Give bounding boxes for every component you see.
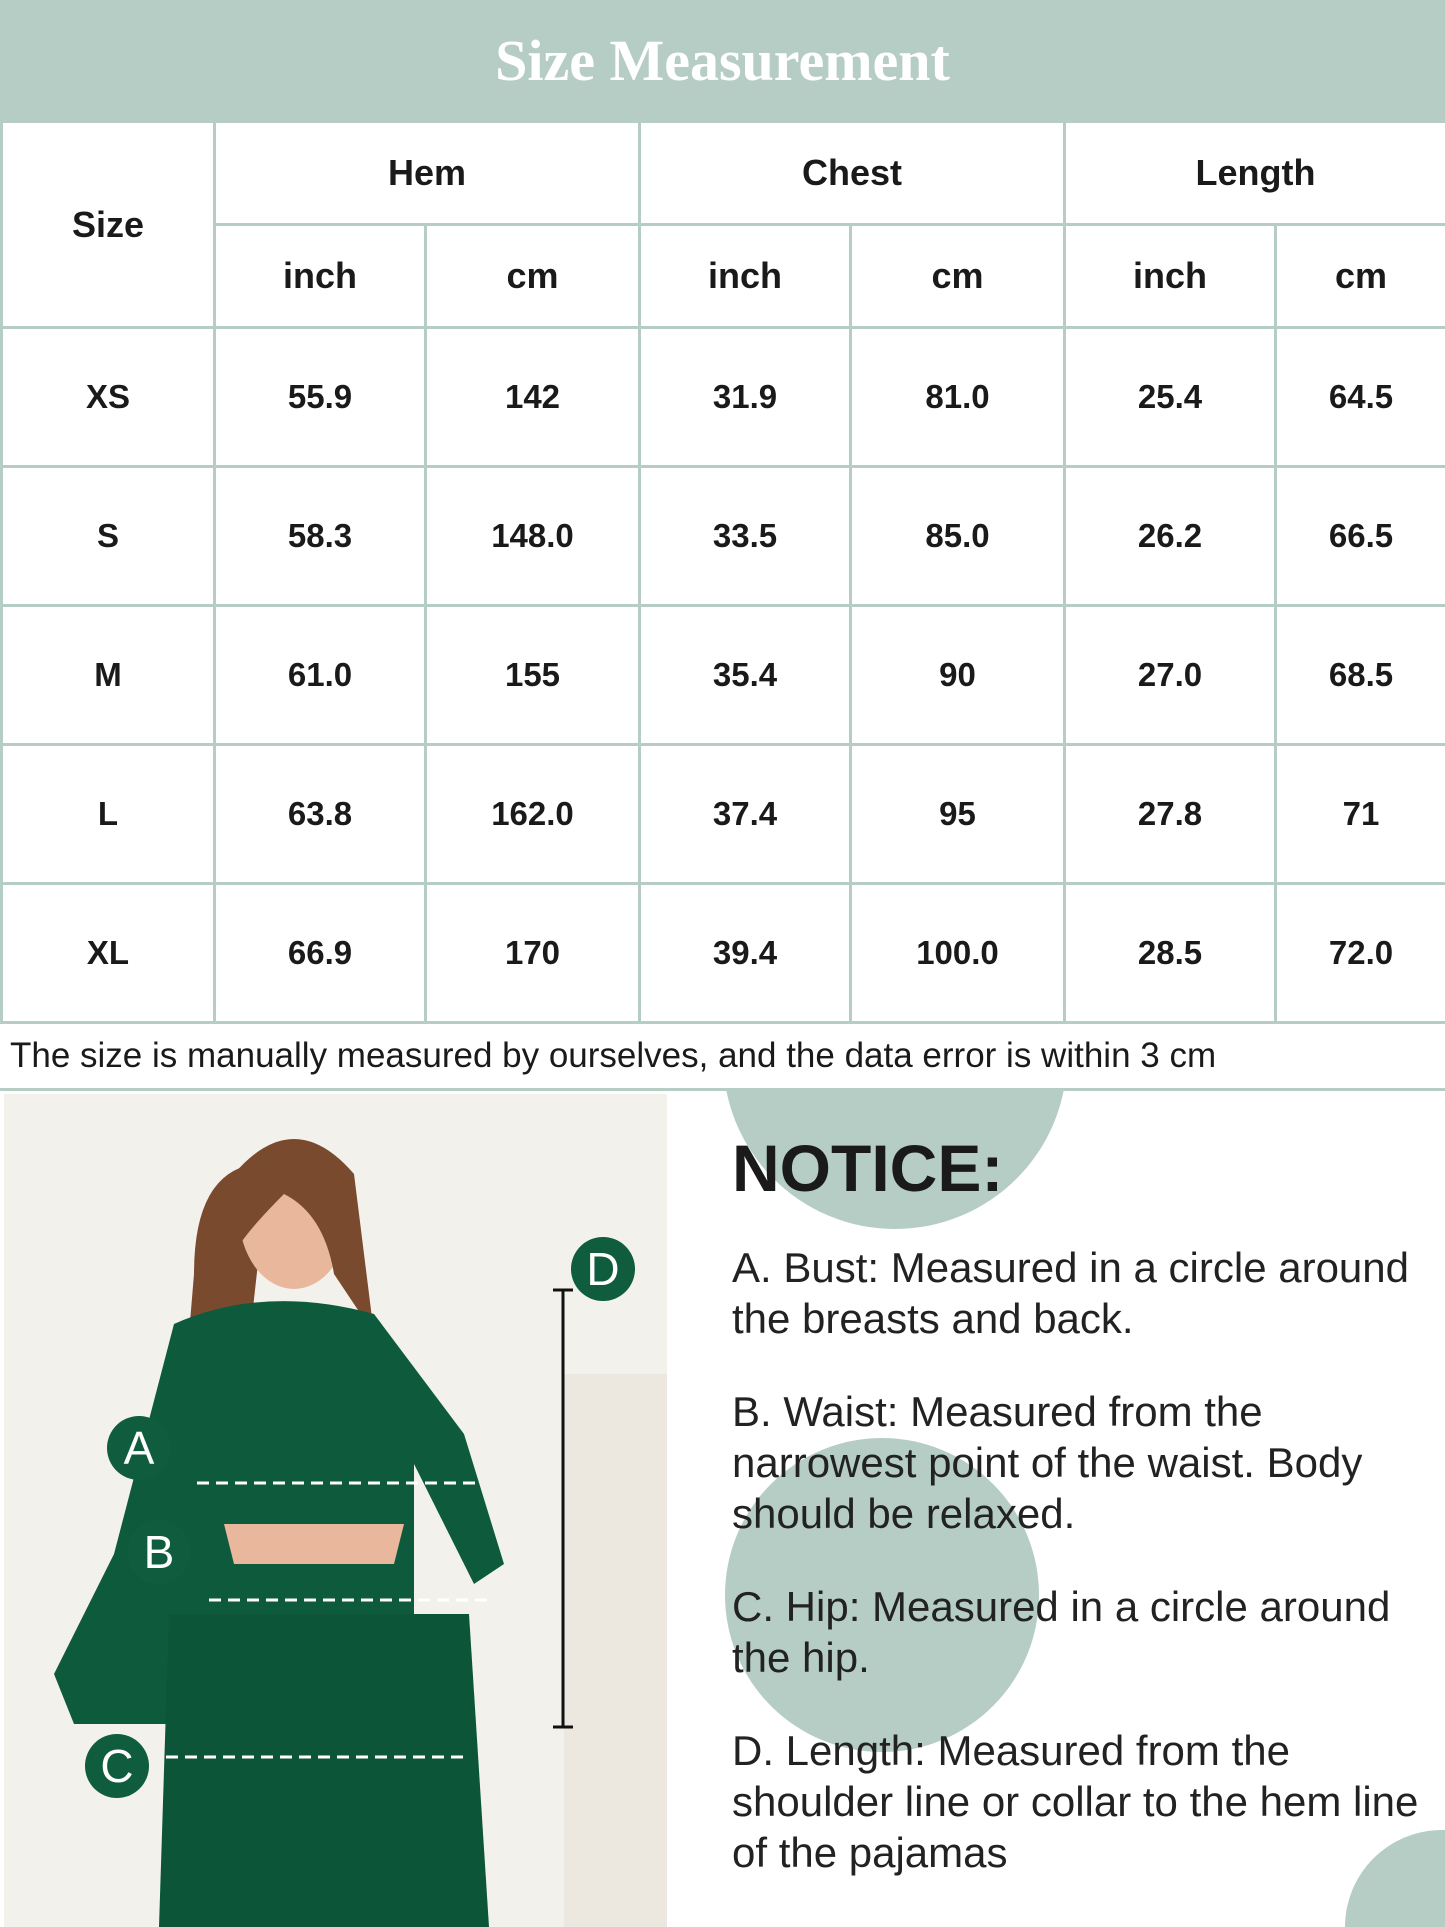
value-cell: 26.2 [1063, 465, 1277, 607]
marker-d: D [571, 1237, 635, 1301]
value-cell: 170 [424, 882, 641, 1024]
group-header-length: Length [1062, 120, 1445, 226]
marker-b: B [127, 1520, 191, 1584]
notice-panel: NOTICE: A. Bust: Measured in a circle ar… [732, 1130, 1432, 1920]
page-title: Size Measurement [495, 27, 950, 93]
notice-item-hip: C. Hip: Measured in a circle around the … [732, 1583, 1391, 1681]
value-cell: 37.4 [638, 743, 852, 885]
table-row: M 61.0 155 35.4 90 27.0 68.5 [0, 604, 1445, 746]
value-cell: 148.0 [424, 465, 641, 607]
value-cell: 68.5 [1273, 604, 1445, 746]
unit-header: cm [849, 223, 1066, 329]
value-cell: 28.5 [1063, 882, 1277, 1024]
value-cell: 25.4 [1063, 326, 1277, 468]
title-band: Size Measurement [0, 0, 1445, 120]
svg-text:C: C [100, 1740, 133, 1792]
size-cell: S [0, 465, 216, 607]
marker-c: C [85, 1734, 149, 1798]
svg-text:A: A [124, 1422, 155, 1474]
unit-header: inch [213, 223, 427, 329]
table-row: S 58.3 148.0 33.5 85.0 26.2 66.5 [0, 465, 1445, 607]
unit-header: inch [1063, 223, 1277, 329]
table-row: XL 66.9 170 39.4 100.0 28.5 72.0 [0, 882, 1445, 1024]
value-cell: 155 [424, 604, 641, 746]
table-row: L 63.8 162.0 37.4 95 27.8 71 [0, 743, 1445, 885]
value-cell: 31.9 [638, 326, 852, 468]
value-cell: 100.0 [849, 882, 1066, 1024]
notice-item-bust: A. Bust: Measured in a circle around the… [732, 1244, 1410, 1342]
svg-text:D: D [586, 1243, 619, 1295]
value-cell: 33.5 [638, 465, 852, 607]
size-cell: XL [0, 882, 216, 1024]
measurement-note: The size is manually measured by ourselv… [10, 1036, 1217, 1075]
value-cell: 66.5 [1273, 465, 1445, 607]
group-header-chest: Chest [638, 120, 1066, 226]
notice-heading: NOTICE: [732, 1131, 1004, 1205]
unit-header: cm [424, 223, 641, 329]
size-cell: M [0, 604, 216, 746]
value-cell: 95 [849, 743, 1066, 885]
value-cell: 71 [1273, 743, 1445, 885]
model-photo: A B C D [4, 1094, 667, 1927]
value-cell: 64.5 [1273, 326, 1445, 468]
value-cell: 61.0 [213, 604, 427, 746]
value-cell: 35.4 [638, 604, 852, 746]
value-cell: 72.0 [1273, 882, 1445, 1024]
size-table: Size Hem Chest Length inch cm inch cm in… [0, 120, 1445, 1024]
size-cell: L [0, 743, 216, 885]
value-cell: 81.0 [849, 326, 1066, 468]
value-cell: 142 [424, 326, 641, 468]
value-cell: 27.0 [1063, 604, 1277, 746]
marker-a: A [107, 1416, 171, 1480]
unit-header: cm [1273, 223, 1445, 329]
value-cell: 63.8 [213, 743, 427, 885]
notice-item-length: D. Length: Measured from the shoulder li… [732, 1727, 1419, 1876]
value-cell: 58.3 [213, 465, 427, 607]
size-cell: XS [0, 326, 216, 468]
table-row: XS 55.9 142 31.9 81.0 25.4 64.5 [0, 326, 1445, 468]
group-header-hem: Hem [213, 120, 641, 226]
value-cell: 90 [849, 604, 1066, 746]
svg-text:B: B [144, 1526, 175, 1578]
unit-header: inch [638, 223, 852, 329]
divider [0, 1088, 1445, 1091]
value-cell: 55.9 [213, 326, 427, 468]
decorative-circle [725, 1438, 1039, 1752]
value-cell: 85.0 [849, 465, 1066, 607]
value-cell: 66.9 [213, 882, 427, 1024]
value-cell: 39.4 [638, 882, 852, 1024]
notice-item-waist: B. Waist: Measured from the narrowest po… [732, 1388, 1363, 1537]
value-cell: 162.0 [424, 743, 641, 885]
value-cell: 27.8 [1063, 743, 1277, 885]
size-header: Size [0, 120, 216, 329]
